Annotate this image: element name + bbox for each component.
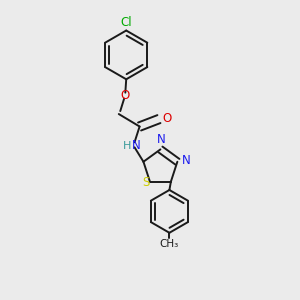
Text: H: H: [123, 141, 131, 151]
Text: N: N: [157, 133, 165, 146]
Text: N: N: [182, 154, 190, 167]
Text: CH₃: CH₃: [160, 239, 179, 249]
Text: Cl: Cl: [120, 16, 132, 29]
Text: O: O: [120, 89, 129, 102]
Text: N: N: [132, 139, 141, 152]
Text: O: O: [162, 112, 171, 125]
Text: S: S: [142, 176, 149, 189]
